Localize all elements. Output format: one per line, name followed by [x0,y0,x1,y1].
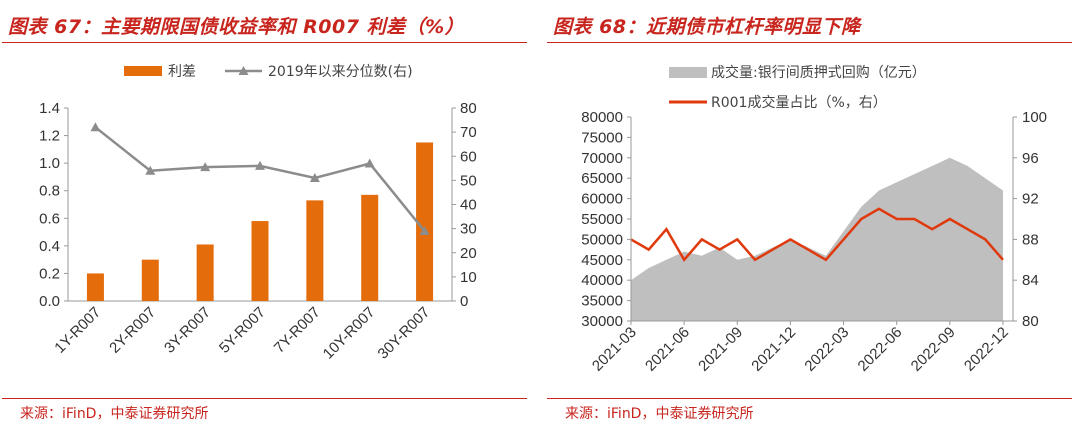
y2-tick-label: 88 [1022,231,1039,248]
y2-tick-label: 40 [460,197,477,214]
percentile-marker [145,165,156,175]
percentile-marker [200,162,211,172]
y-tick-label: 75000 [581,129,623,146]
x-tick-label: 2021-12 [748,324,799,375]
y2-tick-label: 20 [460,245,477,262]
x-tick-label: 2Y-R007 [106,304,159,357]
legend-area-label: 成交量:银行间质押式回购（亿元） [711,64,926,81]
percentile-marker [255,160,265,170]
y-tick-label: 1.4 [39,100,60,117]
y-tick-label: 0.6 [39,210,60,227]
y-tick-label: 30000 [581,313,623,330]
y2-tick-label: 10 [460,269,477,286]
y2-tick-label: 84 [1022,272,1039,289]
y-tick-label: 55000 [581,211,623,228]
right-chart-title: 图表 68：近期债市杠杆率明显下降 [553,16,861,38]
legend-area-swatch [669,67,707,78]
left-source-rule [2,398,527,399]
y2-tick-label: 92 [1022,191,1039,208]
percentile-marker [419,226,430,236]
y-tick-label: 0.2 [39,265,60,282]
x-tick-label: 3Y-R007 [161,304,214,357]
x-tick-label: 5Y-R007 [216,304,269,357]
y-tick-label: 0.0 [39,293,60,310]
y-tick-label: 35000 [581,293,623,310]
y2-tick-label: 60 [460,148,477,165]
y-tick-label: 80000 [581,109,623,126]
y-tick-label: 0.4 [39,238,60,255]
spread-bar [196,244,214,301]
r001-share-line [630,207,1004,262]
spread-bar [251,221,269,301]
spread-bar [306,200,324,301]
y-tick-label: 65000 [581,170,623,187]
y2-tick-label: 0 [460,293,468,310]
x-tick-label: 2022-03 [801,324,852,375]
y2-tick-label: 70 [460,124,477,141]
y-tick-label: 1.2 [39,128,60,145]
x-tick-label: 2021-03 [589,324,640,375]
spread-bar [141,259,159,301]
x-tick-label: 2022-12 [961,324,1012,375]
y2-tick-label: 80 [1022,313,1039,330]
percentile-marker [364,158,375,168]
y2-tick-label: 100 [1022,109,1047,126]
y-tick-label: 50000 [581,231,623,248]
x-tick-label: 30Y-R007 [375,304,434,363]
x-tick-label: 2022-09 [908,324,959,375]
spread-bar [416,142,434,301]
right-title-rule [547,42,1072,43]
y-tick-label: 60000 [581,191,623,208]
y-tick-label: 1.0 [39,155,60,172]
right-source-rule [547,398,1072,399]
y2-tick-label: 80 [460,100,477,117]
percentile-marker [90,122,101,132]
y-tick-label: 45000 [581,252,623,269]
legend-bar-swatch [124,66,162,76]
right-source: 来源：iFinD，中泰证券研究所 [565,406,754,422]
legend-line-label: 2019年以来分位数(右) [268,64,413,80]
y-tick-label: 40000 [581,272,623,289]
legend-bar-label: 利差 [168,64,196,80]
y2-tick-label: 96 [1022,150,1039,167]
percentile-marker [309,172,320,182]
x-tick-label: 1Y-R007 [51,304,104,357]
left-title-rule [2,42,527,43]
left-chart-title: 图表 67：主要期限国债收益率和 R007 利差（%） [8,16,465,38]
repo-volume-area [631,157,1003,321]
x-tick-label: 7Y-R007 [271,304,324,357]
x-tick-label: 10Y-R007 [320,304,379,363]
spread-bar [86,273,104,301]
y-tick-label: 0.8 [39,183,60,200]
legend-line-label: R001成交量占比（%，右） [711,94,887,111]
left-chart-panel: 图表 67：主要期限国债收益率和 R007 利差（%） 0.0 0.2 0.4 0.6… [0,0,535,431]
x-tick-label: 2022-06 [855,324,906,375]
right-chart-svg: 30000 35000 40000 45000 50000 55000 60000 65000… [581,64,1047,375]
left-chart-svg: 0.0 0.2 0.4 0.6 0.8 1.0 1.2 1.4 0 10 20 30 40 50 60 70 8… [39,64,477,363]
x-tick-label: 2021-06 [642,324,693,375]
x-tick-label: 2021-09 [695,324,746,375]
y2-tick-label: 30 [460,221,477,238]
spread-bar [361,194,379,301]
y2-tick-label: 50 [460,172,477,189]
left-source: 来源：iFinD，中泰证券研究所 [20,406,209,422]
legend-line-marker [238,66,249,75]
y-tick-label: 70000 [581,150,623,167]
right-chart-panel: 图表 68：近期债市杠杆率明显下降 30000 35000 40000 45000 50… [545,0,1080,431]
